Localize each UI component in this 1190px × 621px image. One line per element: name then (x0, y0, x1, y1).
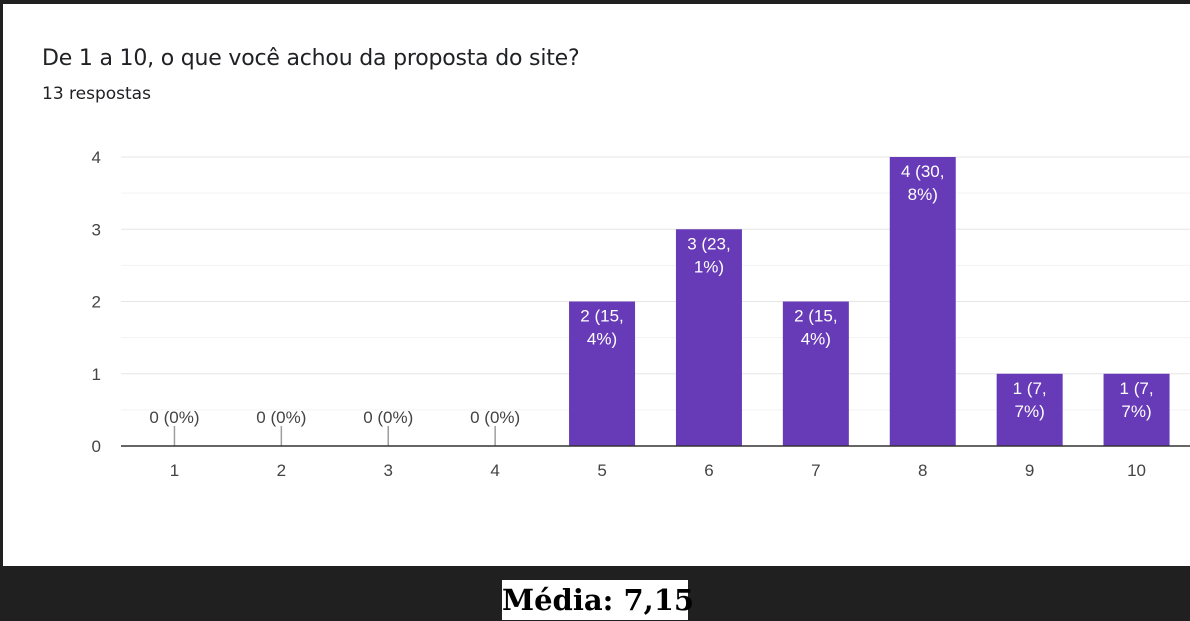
x-tick-label: 7 (811, 461, 820, 480)
data-label: 1 (7, (1120, 379, 1154, 398)
bar-chart: 0 1 2 3 4 1 0 (0%) 2 0 (0%) 3 0 (0%) 4 0 (0%) 5 2 (15,… (92, 148, 1190, 480)
data-label: 0 (0%) (149, 408, 199, 427)
data-label: 2 (15, (794, 307, 837, 326)
average-label: Média: 7,15 (502, 580, 694, 620)
x-tick-label: 5 (597, 461, 606, 480)
data-label: 1%) (694, 257, 724, 276)
bar (1103, 373, 1170, 446)
bar (569, 301, 636, 446)
x-tick-label: 1 (170, 461, 179, 480)
data-label: 7%) (1121, 402, 1151, 421)
bar (889, 157, 956, 446)
bar (675, 229, 742, 446)
data-label: 1 (7, (1013, 379, 1047, 398)
bar (996, 373, 1063, 446)
y-tick-label: 1 (92, 365, 101, 384)
chart-card: De 1 a 10, o que você achou da proposta … (3, 4, 1190, 566)
y-tick-label: 0 (92, 437, 101, 456)
y-tick-label: 3 (92, 220, 101, 239)
question-title: De 1 a 10, o que você achou da proposta … (42, 46, 580, 71)
x-tick-label: 8 (918, 461, 927, 480)
y-tick-label: 4 (92, 148, 101, 167)
y-tick-label: 2 (92, 293, 101, 312)
x-tick-label: 6 (704, 461, 713, 480)
response-count: 13 respostas (42, 84, 151, 104)
data-label: 7%) (1015, 402, 1045, 421)
x-tick-label: 10 (1127, 461, 1146, 480)
data-label: 3 (23, (687, 234, 730, 253)
data-label: 0 (0%) (470, 408, 520, 427)
bar (782, 301, 849, 446)
data-label: 4%) (801, 330, 831, 349)
data-label: 8%) (908, 185, 938, 204)
x-tick-label: 3 (384, 461, 393, 480)
data-label: 0 (0%) (363, 408, 413, 427)
x-tick-label: 4 (490, 461, 499, 480)
x-tick-label: 9 (1025, 461, 1034, 480)
data-label: 4%) (587, 330, 617, 349)
data-label: 4 (30, (901, 162, 944, 181)
x-tick-label: 2 (277, 461, 286, 480)
data-label: 2 (15, (580, 307, 623, 326)
data-label: 0 (0%) (256, 408, 306, 427)
